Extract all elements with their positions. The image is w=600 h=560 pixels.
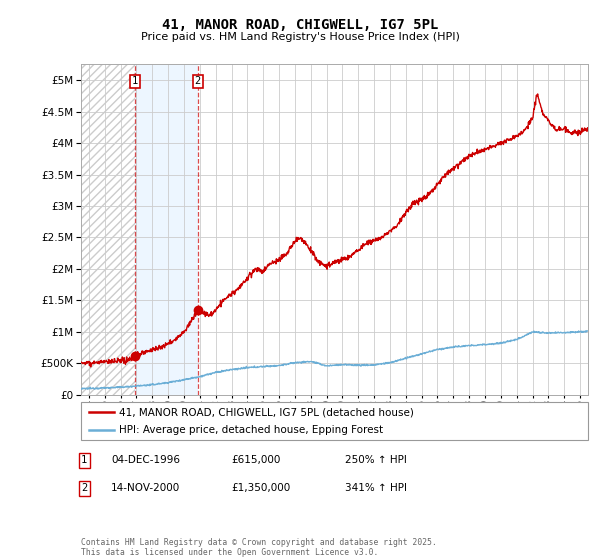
Text: £615,000: £615,000 [231, 455, 280, 465]
Text: £1,350,000: £1,350,000 [231, 483, 290, 493]
Bar [81, 64, 135, 395]
Text: 14-NOV-2000: 14-NOV-2000 [111, 483, 180, 493]
Bar [81, 64, 135, 395]
Text: 2: 2 [81, 483, 87, 493]
Text: 04-DEC-1996: 04-DEC-1996 [111, 455, 180, 465]
Text: Price paid vs. HM Land Registry's House Price Index (HPI): Price paid vs. HM Land Registry's House … [140, 32, 460, 43]
Text: 1: 1 [81, 455, 87, 465]
Text: 1: 1 [132, 76, 139, 86]
FancyBboxPatch shape [81, 402, 588, 440]
Text: 250% ↑ HPI: 250% ↑ HPI [345, 455, 407, 465]
Text: 41, MANOR ROAD, CHIGWELL, IG7 5PL: 41, MANOR ROAD, CHIGWELL, IG7 5PL [162, 18, 438, 32]
Bar [135, 64, 198, 395]
Text: Contains HM Land Registry data © Crown copyright and database right 2025.
This d: Contains HM Land Registry data © Crown c… [81, 538, 437, 557]
Text: 41, MANOR ROAD, CHIGWELL, IG7 5PL (detached house): 41, MANOR ROAD, CHIGWELL, IG7 5PL (detac… [119, 407, 414, 417]
Text: 341% ↑ HPI: 341% ↑ HPI [345, 483, 407, 493]
Text: 2: 2 [194, 76, 201, 86]
Text: HPI: Average price, detached house, Epping Forest: HPI: Average price, detached house, Eppi… [119, 425, 383, 435]
